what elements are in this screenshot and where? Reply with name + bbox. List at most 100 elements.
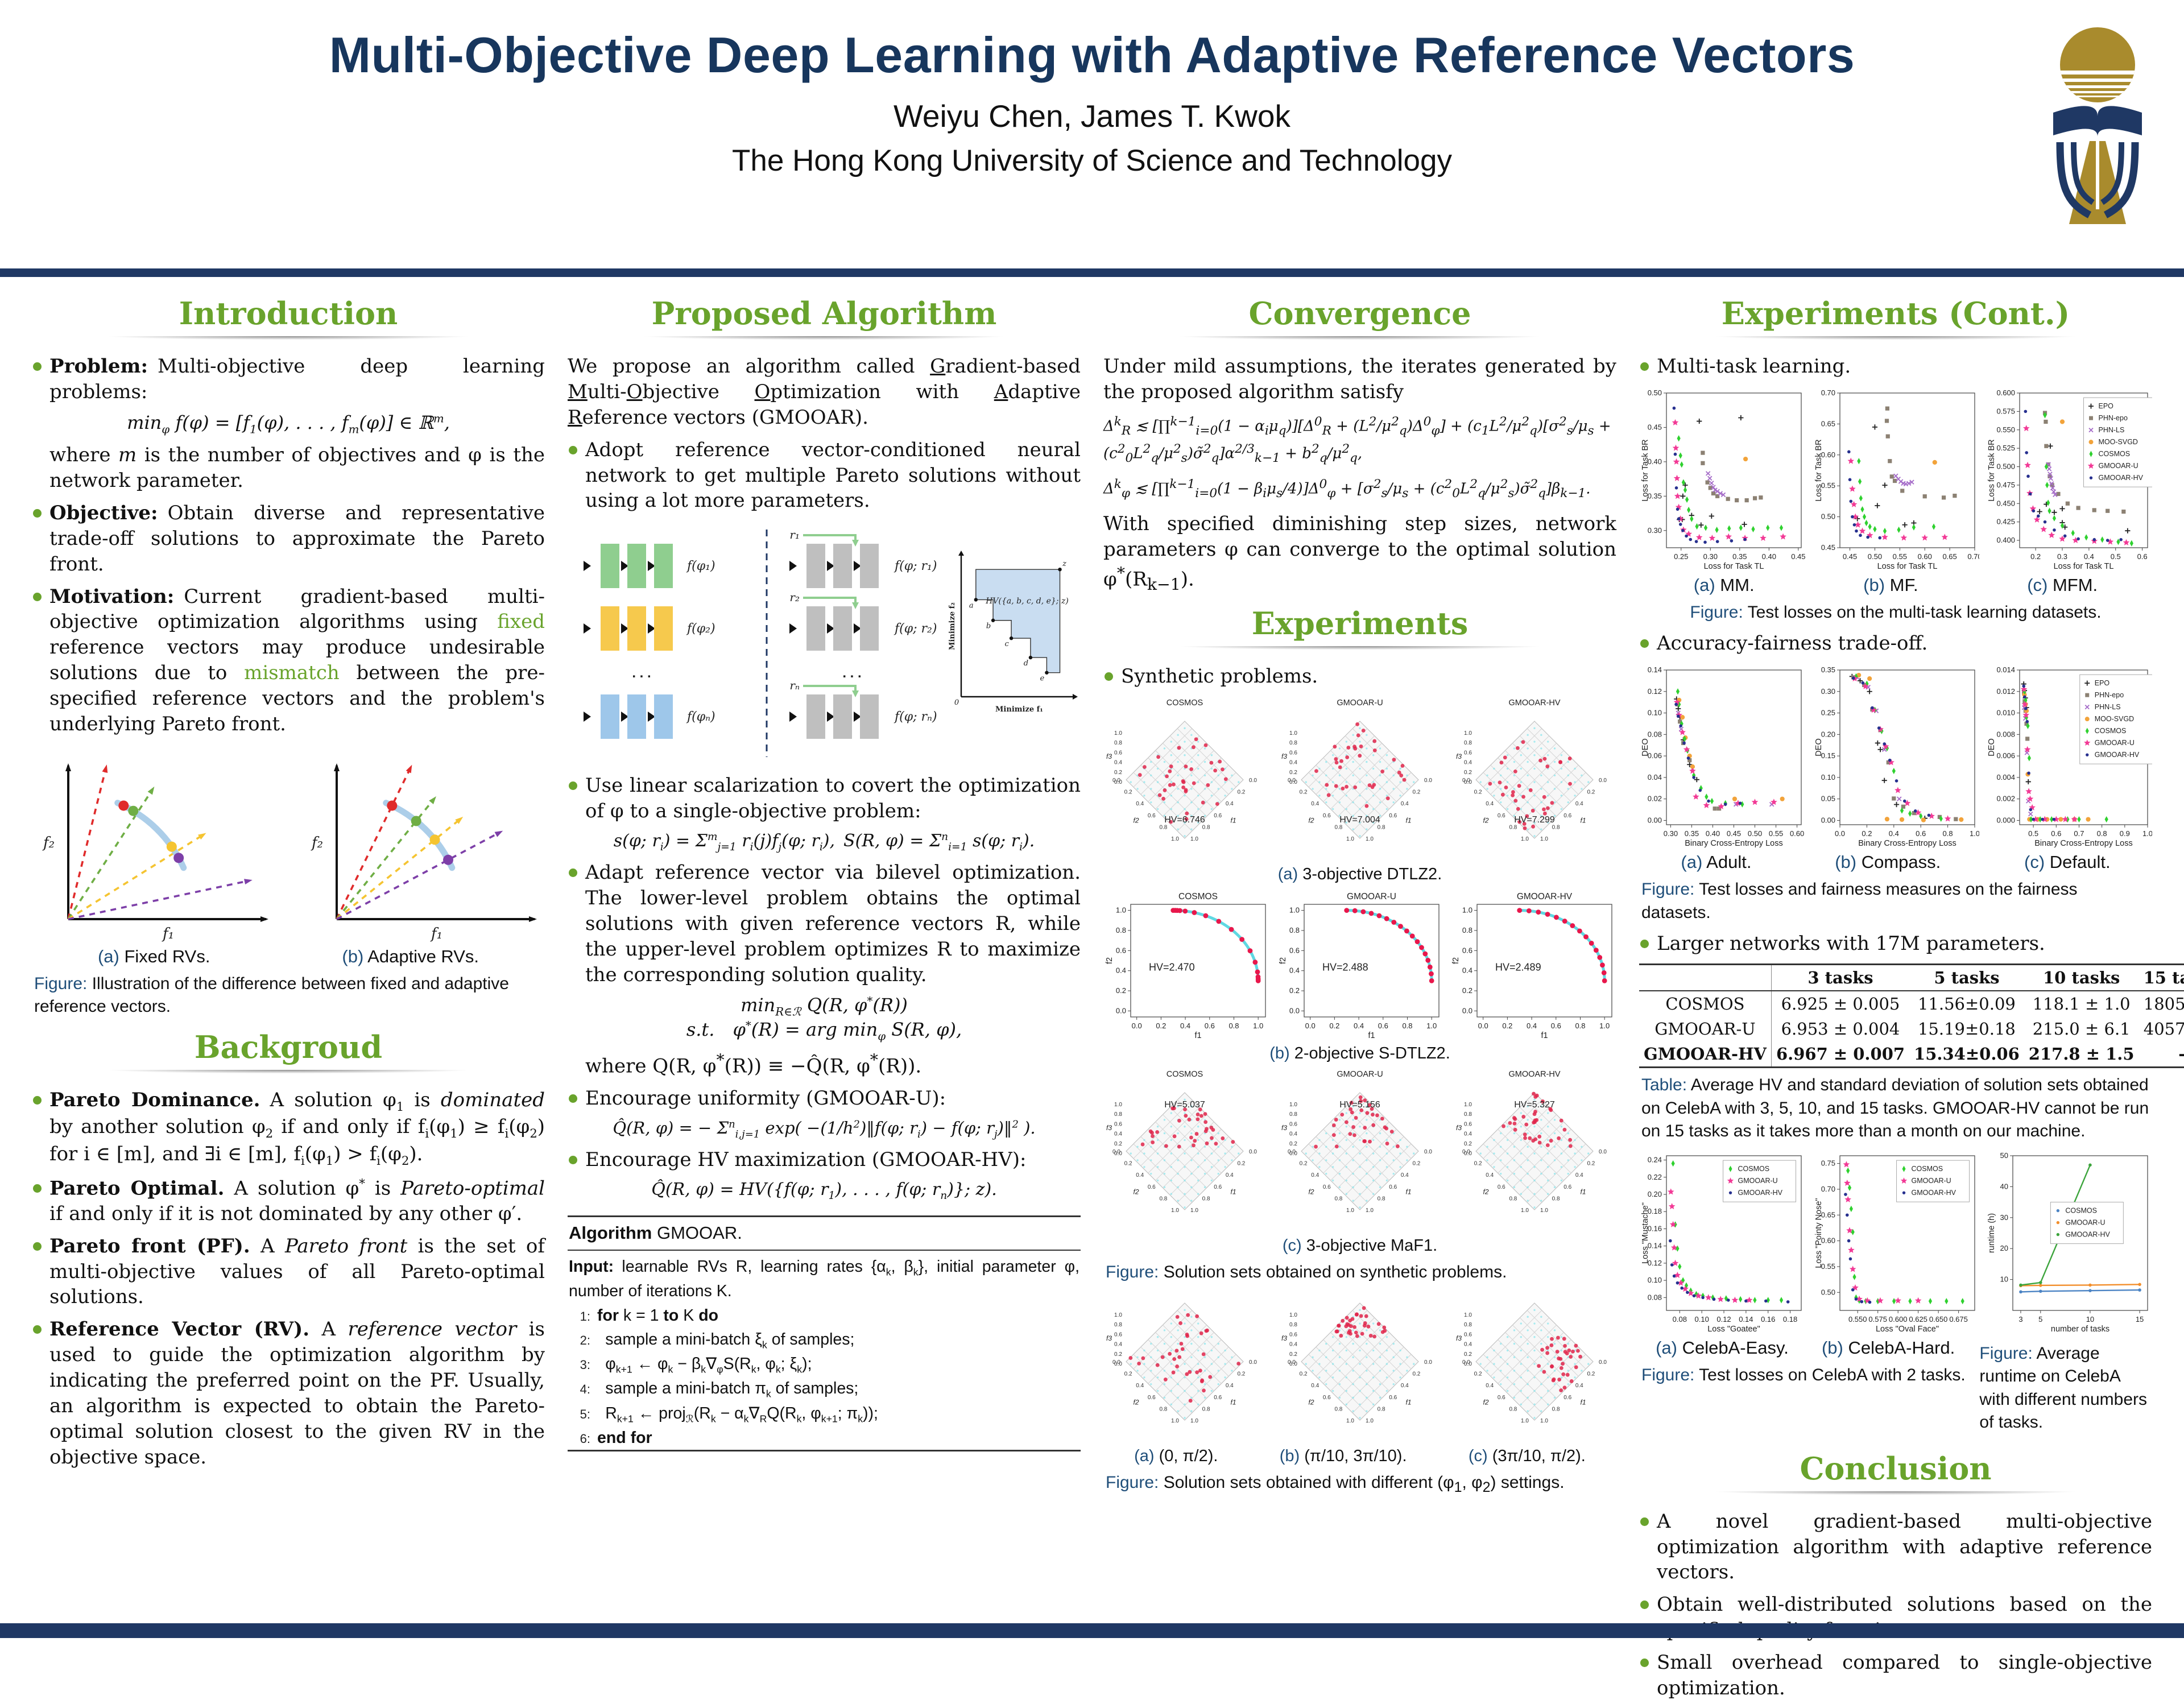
svg-text:0.0: 0.0 xyxy=(1599,1359,1607,1366)
svg-text:0.2: 0.2 xyxy=(1299,789,1307,796)
svg-text:0.0: 0.0 xyxy=(1424,1359,1432,1366)
svg-text:0.550: 0.550 xyxy=(1996,425,2015,434)
svg-text:0.00: 0.00 xyxy=(1648,816,1662,825)
scatter3d-plot: 0.0 0.0 0.0 0.2 0.2 0.2 0.4 0.4 0.4 0.6 0.6 0.6 0.8 0… xyxy=(1453,1289,1616,1446)
svg-text:0.0: 0.0 xyxy=(1288,1149,1296,1155)
svg-text:0.8: 0.8 xyxy=(1334,1196,1342,1202)
svg-text:0.4: 0.4 xyxy=(1486,1172,1494,1178)
equation-scalarization: s(φ; ri) = Σmj=1 ri(j)fj(φ; ri), S(R, φ)… xyxy=(613,831,1035,853)
svg-text:0.4: 0.4 xyxy=(1464,1131,1472,1138)
svg-text:0.2: 0.2 xyxy=(1156,1022,1166,1030)
svg-text:0.8: 0.8 xyxy=(1552,824,1560,830)
svg-text:0.6: 0.6 xyxy=(1148,813,1156,819)
table-caption: Table: Average HV and standard deviation… xyxy=(1641,1076,2149,1141)
svg-text:0.4: 0.4 xyxy=(1400,1172,1408,1178)
svg-text:Loss for Task BR: Loss for Task BR xyxy=(1641,439,1650,501)
algorithm-title: Algorithm GMOOAR. xyxy=(568,1217,1081,1251)
svg-text:0.2: 0.2 xyxy=(1464,1141,1472,1147)
svg-text:0.675: 0.675 xyxy=(1949,1315,1968,1324)
list-item: Pareto Dominance. A solution φ1 is domin… xyxy=(32,1087,545,1169)
svg-text:0.8: 0.8 xyxy=(1289,1322,1297,1329)
svg-text:f₁: f₁ xyxy=(162,925,174,942)
svg-text:1.0: 1.0 xyxy=(1346,1207,1354,1214)
sub-caption: (c) MFM. xyxy=(2027,574,2098,595)
bullet-icon xyxy=(569,1094,577,1103)
svg-text:0.2: 0.2 xyxy=(1587,1161,1595,1167)
svg-text:0.002: 0.002 xyxy=(1996,795,2015,803)
svg-text:Loss for Task TL: Loss for Task TL xyxy=(1704,562,1764,571)
svg-text:0.2: 0.2 xyxy=(1116,986,1126,995)
svg-text:0.0: 0.0 xyxy=(1834,829,1844,838)
bullet-icon xyxy=(33,1242,42,1251)
svg-text:PHN-epo: PHN-epo xyxy=(2095,691,2124,699)
svg-text:0.65: 0.65 xyxy=(1942,552,1956,561)
sub-caption: (a) CelebA-Easy. xyxy=(1656,1337,1789,1358)
svg-text:0.25: 0.25 xyxy=(1821,709,1835,717)
svg-text:0.60: 0.60 xyxy=(1821,1236,1835,1244)
svg-text:f2: f2 xyxy=(1451,957,1461,964)
pareto-plot: 0.0 0.2 0.4 0.6 0.8 1.0 0.0 0.2 0.4 0.6 0.8 1.0 f1 f2… xyxy=(1450,888,1616,1043)
svg-text:0.6: 0.6 xyxy=(1498,1395,1505,1401)
rv-subcaptions: (a) Fixed RVs. (b) Adaptive RVs. xyxy=(32,946,545,967)
svg-text:f2: f2 xyxy=(1133,1399,1139,1407)
svg-text:f₂: f₂ xyxy=(311,834,323,851)
svg-text:f1: f1 xyxy=(1580,1188,1586,1196)
svg-text:0.16: 0.16 xyxy=(1761,1315,1775,1324)
svg-text:f1: f1 xyxy=(1230,1188,1236,1196)
equation-convergence-1: ΔkR ≲ [∏k−1i=0(1 − αiμq)][Δ0R + (L2/μ2q)… xyxy=(1103,414,1611,465)
svg-text:GMOOAR-HV: GMOOAR-HV xyxy=(1508,698,1560,708)
svg-text:0.2: 0.2 xyxy=(1462,986,1472,995)
svg-text:0.0: 0.0 xyxy=(1424,1149,1432,1155)
convergence-intro: Under mild assumptions, the iterates gen… xyxy=(1103,355,1616,403)
celeba-losses-caption: Figure: Test losses on CelebA with 2 tas… xyxy=(1641,1365,1966,1384)
svg-text:0.8: 0.8 xyxy=(1159,824,1167,830)
pareto-plot: 0.0 0.2 0.4 0.6 0.8 1.0 0.0 0.2 0.4 0.6 0.8 1.0 f1 f2… xyxy=(1103,888,1270,1043)
svg-text:0.2: 0.2 xyxy=(1862,829,1872,838)
svg-text:1.0: 1.0 xyxy=(1540,836,1548,842)
svg-text:0.8: 0.8 xyxy=(1202,824,1210,830)
svg-text:f(φ₁): f(φ₁) xyxy=(686,559,715,573)
sub-caption: (a) 3-objective DTLZ2. xyxy=(1277,865,1442,883)
authors: Weiyu Chen, James T. Kwok xyxy=(894,98,1290,134)
celeba-subcaptions: (a) CelebA-Easy. (b) CelebA-Hard. xyxy=(1639,1338,1971,1358)
svg-text:Loss for Task BR: Loss for Task BR xyxy=(1814,439,1823,501)
equation-where: where Q(R, φ*(R)) ≡ −Q̂(R, φ*(R)). xyxy=(585,1051,922,1078)
svg-text:0.6: 0.6 xyxy=(2051,829,2061,838)
svg-text:HV=2.488: HV=2.488 xyxy=(1322,962,1368,973)
bullet-icon xyxy=(1640,1517,1649,1526)
scatter3d-plot: 0.0 0.0 0.0 0.2 0.2 0.2 0.4 0.4 0.4 0.6 0.6 0.6 0.8 0… xyxy=(1279,1289,1442,1446)
svg-text:0.40: 0.40 xyxy=(1648,457,1662,466)
svg-text:0.6: 0.6 xyxy=(1116,946,1126,954)
svg-text:0.60: 0.60 xyxy=(1821,450,1835,459)
svg-text:0.0: 0.0 xyxy=(1478,1022,1488,1030)
svg-text:0.2: 0.2 xyxy=(1464,770,1472,776)
svg-text:0.4: 0.4 xyxy=(1311,1383,1319,1389)
list-item: Pareto front (PF). A Pareto front is the… xyxy=(32,1234,545,1310)
list-item: A novel gradient-based multi-objective o… xyxy=(1639,1509,2152,1586)
svg-text:Loss "Oval Face": Loss "Oval Face" xyxy=(1875,1325,1938,1334)
svg-text:0.2: 0.2 xyxy=(1299,1371,1307,1378)
svg-text:0.0: 0.0 xyxy=(1249,1149,1257,1155)
svg-text:0.8: 0.8 xyxy=(1552,1407,1560,1413)
sub-caption: (a) Fixed RVs. xyxy=(97,946,210,966)
svg-text:0.00: 0.00 xyxy=(1821,816,1835,825)
bullet-motivation: Motivation: Current gradient-based multi… xyxy=(32,584,545,737)
svg-text:0.8: 0.8 xyxy=(1334,1407,1342,1413)
svg-text:0.10: 0.10 xyxy=(1648,709,1662,717)
svg-text:0.0: 0.0 xyxy=(1112,1359,1120,1366)
svg-text:0.8: 0.8 xyxy=(1377,1196,1385,1202)
svg-text:f2: f2 xyxy=(1483,816,1488,824)
svg-text:40: 40 xyxy=(2000,1182,2008,1190)
bullet-icon xyxy=(569,1156,577,1165)
svg-text:0.05: 0.05 xyxy=(1821,795,1835,803)
svg-text:0.6: 0.6 xyxy=(1563,1184,1571,1190)
svg-text:1.0: 1.0 xyxy=(1346,836,1354,842)
svg-text:1.0: 1.0 xyxy=(1521,836,1529,842)
svg-text:0.6: 0.6 xyxy=(1462,946,1472,954)
svg-text:0.6: 0.6 xyxy=(1322,1184,1330,1190)
svg-text:DEO: DEO xyxy=(1987,739,1996,756)
svg-text:0.400: 0.400 xyxy=(1996,536,2015,544)
svg-text:0.4: 0.4 xyxy=(1136,801,1144,807)
angle-captions: (a) (0, π/2). (b) (π/10, 3π/10). (c) (3π/1… xyxy=(1103,1447,1616,1466)
svg-text:e: e xyxy=(1040,675,1045,683)
